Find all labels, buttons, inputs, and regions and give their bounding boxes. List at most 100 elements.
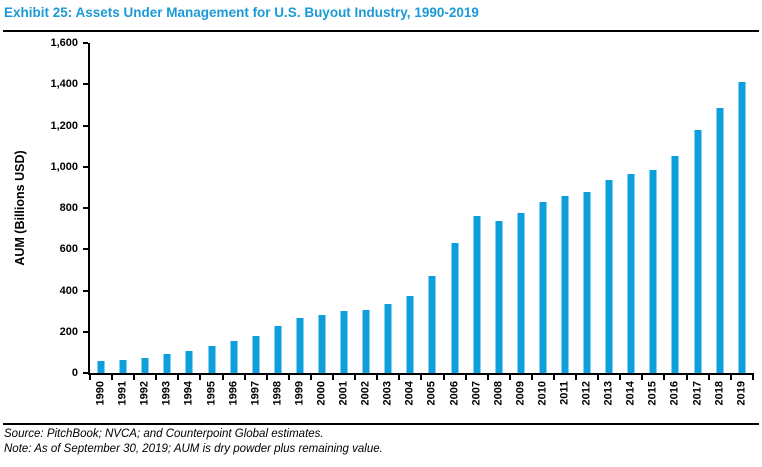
bar bbox=[274, 325, 282, 373]
x-axis-tick-label: 2013 bbox=[602, 381, 615, 406]
bar bbox=[318, 315, 326, 373]
bar-slot-2015: 2015 bbox=[642, 43, 666, 405]
x-axis-tick-label: 2014 bbox=[624, 381, 637, 406]
x-axis-tick-label: 1999 bbox=[293, 381, 306, 406]
x-axis-tick-label: 2007 bbox=[470, 381, 483, 406]
bar bbox=[208, 346, 216, 373]
x-axis-tick-label: 2006 bbox=[448, 381, 461, 406]
bar bbox=[627, 173, 635, 373]
x-axis-tick-label: 2010 bbox=[536, 381, 549, 406]
x-axis-tick bbox=[442, 373, 445, 380]
bar-slot-1999: 1999 bbox=[289, 43, 312, 405]
bar-slot-2002: 2002 bbox=[355, 43, 379, 405]
bar-slot-1996: 1996 bbox=[223, 43, 246, 405]
bar bbox=[605, 180, 613, 373]
bar-slot-2005: 2005 bbox=[421, 43, 445, 405]
x-axis-tick bbox=[530, 373, 533, 380]
bar bbox=[252, 335, 260, 373]
y-axis-tick bbox=[82, 330, 88, 333]
bar bbox=[716, 107, 724, 373]
bar-slot-1991: 1991 bbox=[112, 43, 136, 405]
bar bbox=[539, 201, 547, 373]
x-axis-tick bbox=[508, 373, 511, 380]
y-axis-tick bbox=[82, 124, 88, 127]
x-axis-tick bbox=[398, 373, 401, 380]
y-axis-tick-label: 0 bbox=[71, 367, 78, 379]
bar-slot-1998: 1998 bbox=[267, 43, 290, 405]
bar bbox=[495, 221, 503, 373]
y-axis-tick-label: 1,600 bbox=[50, 37, 78, 49]
bar-slot-2017: 2017 bbox=[687, 43, 710, 405]
methodology-note: Note: As of September 30, 2019; AUM is d… bbox=[4, 443, 383, 455]
bar-slot-1995: 1995 bbox=[200, 43, 224, 405]
bar-slot-2006: 2006 bbox=[444, 43, 467, 405]
x-axis-tick-label: 2012 bbox=[580, 381, 593, 406]
bar bbox=[583, 191, 591, 373]
x-axis-tick-label: 1992 bbox=[138, 381, 151, 406]
x-axis-tick bbox=[199, 373, 202, 380]
bar bbox=[406, 295, 414, 373]
title-divider bbox=[3, 30, 759, 32]
y-axis-tick-label: 600 bbox=[59, 243, 78, 256]
x-axis-tick bbox=[155, 373, 158, 380]
bar bbox=[340, 311, 348, 373]
bar-slot-1990: 1990 bbox=[89, 43, 114, 405]
x-axis-tick bbox=[619, 373, 622, 380]
bar bbox=[384, 303, 392, 373]
x-axis-tick-label: 2002 bbox=[359, 381, 372, 406]
bar bbox=[671, 156, 679, 373]
bar bbox=[141, 357, 149, 373]
bar-slot-2007: 2007 bbox=[466, 43, 489, 405]
bar-slot-1993: 1993 bbox=[156, 43, 180, 405]
bar bbox=[163, 354, 171, 373]
bar-slot-2001: 2001 bbox=[333, 43, 357, 405]
y-axis-tick-label: 1,200 bbox=[50, 119, 78, 132]
y-axis-tick-label: 800 bbox=[59, 202, 78, 214]
x-axis-tick-label: 2015 bbox=[646, 381, 659, 406]
bar bbox=[561, 195, 569, 373]
x-axis-tick bbox=[641, 373, 644, 380]
x-axis-tick bbox=[552, 373, 555, 380]
bar bbox=[428, 276, 436, 373]
bar bbox=[451, 243, 459, 373]
x-axis-tick bbox=[597, 373, 600, 380]
x-axis-tick bbox=[221, 373, 224, 380]
x-axis-tick-label: 2005 bbox=[425, 381, 438, 406]
x-axis-tick-label: 1995 bbox=[205, 381, 218, 406]
x-axis-tick-label: 2003 bbox=[381, 381, 394, 406]
bar bbox=[185, 351, 193, 373]
bar bbox=[738, 82, 746, 373]
bar-slot-2012: 2012 bbox=[576, 43, 600, 405]
bar bbox=[296, 318, 304, 373]
x-axis-tick bbox=[265, 373, 268, 380]
bar-slot-2000: 2000 bbox=[311, 43, 335, 405]
x-axis-tick-label: 2011 bbox=[558, 381, 571, 405]
bar bbox=[119, 359, 127, 373]
y-axis-tick bbox=[82, 372, 88, 374]
y-axis-tick bbox=[82, 248, 88, 251]
x-axis-tick bbox=[464, 373, 467, 380]
bar bbox=[97, 360, 105, 373]
bar-slot-2003: 2003 bbox=[377, 43, 401, 405]
bar-slot-2011: 2011 bbox=[554, 43, 578, 405]
bar-slot-2008: 2008 bbox=[488, 43, 511, 405]
x-axis-tick bbox=[177, 373, 180, 380]
x-axis-tick bbox=[486, 373, 489, 380]
x-axis-tick-label: 1991 bbox=[116, 381, 129, 406]
bar-slot-2018: 2018 bbox=[709, 43, 732, 405]
x-axis-tick-label: 1997 bbox=[249, 381, 262, 406]
bar bbox=[230, 341, 238, 373]
x-axis-tick-label: 2009 bbox=[514, 381, 527, 406]
bar-slot-2013: 2013 bbox=[598, 43, 622, 405]
x-axis-tick-label: 2008 bbox=[492, 381, 505, 406]
x-axis-tick-label: 1998 bbox=[271, 381, 284, 406]
source-note: Source: PitchBook; NVCA; and Counterpoin… bbox=[4, 428, 324, 440]
y-axis-tick bbox=[82, 289, 88, 292]
x-axis-tick bbox=[685, 373, 688, 380]
y-axis-tick-label: 1,000 bbox=[50, 160, 78, 173]
x-axis-tick bbox=[729, 373, 732, 380]
x-axis-tick bbox=[354, 373, 357, 380]
x-axis-tick bbox=[243, 373, 246, 380]
x-axis-tick bbox=[707, 373, 710, 380]
bar-slot-2010: 2010 bbox=[532, 43, 555, 405]
